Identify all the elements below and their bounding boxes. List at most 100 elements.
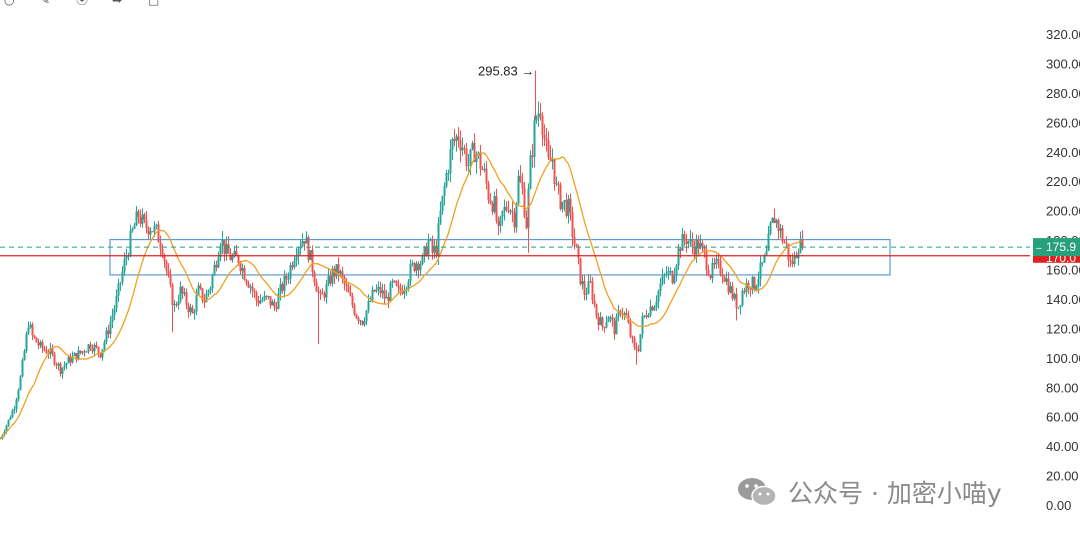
candle-body <box>27 327 30 334</box>
candle-body <box>595 304 598 317</box>
candle-body <box>557 183 560 185</box>
candle-body <box>387 296 390 301</box>
candle-body <box>259 300 262 304</box>
moving-average-line <box>0 152 803 439</box>
candle-body <box>689 238 692 242</box>
candle-body <box>687 241 690 244</box>
y-tick-label: 280.00 <box>1046 86 1080 101</box>
y-tick-label: 200.00 <box>1046 204 1080 219</box>
candle-body <box>593 300 596 305</box>
candle-body <box>609 317 612 319</box>
candle-body <box>373 289 376 292</box>
candle-body <box>647 315 650 318</box>
candle-body <box>221 239 224 246</box>
candle-body <box>713 263 716 265</box>
candle-body <box>427 239 430 256</box>
candle-body <box>443 186 446 196</box>
current-price-dash: – <box>1036 243 1042 254</box>
candle-body <box>605 321 608 328</box>
candle-body <box>335 264 338 277</box>
candle-body <box>457 136 460 141</box>
pin-icon[interactable]: ➡ <box>112 0 123 7</box>
y-tick-label: 0.00 <box>1046 498 1071 513</box>
candle-body <box>599 317 602 325</box>
candle-body <box>617 310 620 317</box>
candle-body <box>253 290 256 293</box>
candle-body <box>173 304 176 306</box>
candle-body <box>231 256 234 261</box>
candle-body <box>37 342 40 346</box>
magnet-icon[interactable]: ⦿ <box>76 0 89 7</box>
candle-body <box>461 147 464 151</box>
candle-body <box>337 264 340 274</box>
candle-body <box>57 363 60 366</box>
candle-body <box>719 260 722 275</box>
candle-body <box>397 285 400 288</box>
candle-body <box>31 324 34 336</box>
candle-body <box>191 307 194 314</box>
candle-body <box>183 292 186 294</box>
y-tick-label: 40.00 <box>1046 439 1079 454</box>
candle-body <box>185 292 188 306</box>
candle-body <box>581 281 584 285</box>
candle-body <box>749 288 752 290</box>
candle-body <box>143 214 146 220</box>
candle-body <box>771 217 774 223</box>
candle-body <box>751 276 754 290</box>
candle-body <box>77 350 80 360</box>
candle-body <box>743 290 746 293</box>
candle-body <box>39 341 42 346</box>
candle-body <box>659 283 662 291</box>
candle-body <box>5 425 8 432</box>
candle-body <box>597 316 600 325</box>
candle-body <box>785 242 788 244</box>
candle-body <box>33 335 36 338</box>
y-tick-label: 220.00 <box>1046 174 1080 189</box>
candle-body <box>389 282 392 301</box>
y-tick-label: 260.00 <box>1046 115 1080 130</box>
range-box[interactable] <box>109 238 891 276</box>
y-tick-label: 240.00 <box>1046 145 1080 160</box>
candle-body <box>479 152 482 170</box>
candle-body <box>255 292 258 301</box>
candle-body <box>103 341 106 350</box>
candle-body <box>455 136 458 141</box>
cursor-icon[interactable]: ○ <box>4 0 15 7</box>
candle-body <box>237 255 240 264</box>
candle-body <box>775 220 778 224</box>
candle-body <box>703 246 706 252</box>
candle-body <box>375 289 378 292</box>
pencil-icon[interactable]: ✎ <box>40 0 51 7</box>
candle-body <box>671 271 674 284</box>
candle-body <box>705 251 708 270</box>
candle-body <box>497 220 500 226</box>
candle-body <box>677 248 680 266</box>
candle-body <box>351 295 354 306</box>
candle-body <box>715 258 718 265</box>
candle-body <box>693 247 696 255</box>
candle-body <box>769 222 772 234</box>
candle-body <box>631 336 634 338</box>
candle-body <box>61 367 64 374</box>
candle-body <box>111 315 114 323</box>
candle-body <box>451 139 454 150</box>
candle-body <box>177 301 180 306</box>
candle-body <box>415 263 418 271</box>
candle-body <box>163 255 166 262</box>
trash-icon[interactable]: □ <box>148 0 160 7</box>
candle-body <box>285 275 288 280</box>
candle-body <box>151 231 154 233</box>
candle-body <box>633 337 636 348</box>
candle-body <box>491 203 494 212</box>
candle-body <box>519 175 522 182</box>
candle-body <box>203 300 206 303</box>
candle-body <box>483 168 486 170</box>
candle-body <box>327 275 330 285</box>
candle-body <box>533 120 536 157</box>
candle-body <box>359 320 362 322</box>
candle-body <box>637 349 640 352</box>
candle-body <box>643 315 646 317</box>
candle-body <box>97 347 100 353</box>
